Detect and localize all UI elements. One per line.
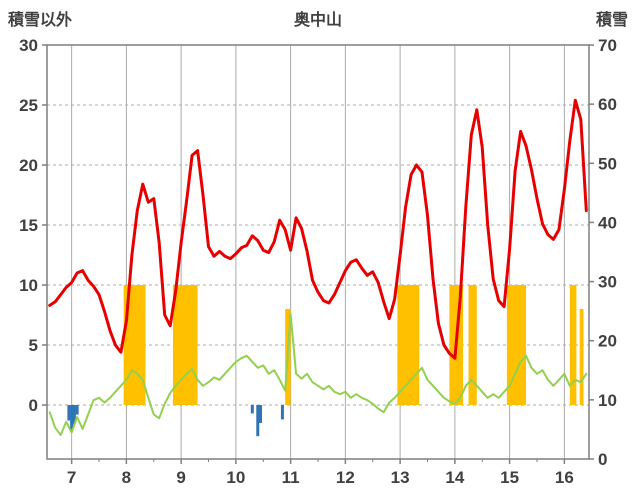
x-axis-tick-label: 9 [176, 468, 185, 487]
x-axis-tick-label: 11 [282, 468, 300, 487]
sunshine-bars [569, 285, 577, 405]
precipitation-bars [70, 405, 74, 431]
right-axis-tick-label: 20 [598, 332, 617, 351]
right-axis-title: 積雪 [595, 12, 628, 29]
precipitation-bars [67, 405, 71, 421]
x-axis-tick-label: 16 [555, 468, 574, 487]
precipitation-bars [280, 405, 284, 420]
x-axis-tick-label: 15 [500, 468, 519, 487]
precipitation-bars [72, 405, 76, 425]
x-axis-tick-label: 14 [445, 468, 464, 487]
page-title: 奥中山 [293, 12, 343, 29]
precipitation-bars [250, 405, 254, 414]
x-axis-tick-label: 7 [67, 468, 76, 487]
right-axis-tick-label: 70 [598, 36, 617, 55]
right-axis-tick-label: 10 [598, 391, 617, 410]
wind-line [48, 312, 588, 436]
right-axis-tick-label: 30 [598, 273, 617, 292]
left-axis-title: 積雪以外 [8, 12, 73, 29]
left-axis-tick-label: 25 [19, 96, 38, 115]
right-axis-tick-label: 50 [598, 154, 617, 173]
x-axis-tick-label: 12 [336, 468, 355, 487]
precipitation-bars [259, 405, 263, 423]
left-axis-tick-label: 30 [19, 36, 38, 55]
left-axis-tick-label: 5 [29, 336, 38, 355]
left-axis-tick-label: 20 [19, 156, 38, 175]
sunshine-bars [172, 285, 198, 405]
x-axis-tick-label: 13 [391, 468, 410, 487]
sunshine-bars [397, 285, 420, 405]
x-axis-tick-label: 10 [226, 468, 245, 487]
left-axis-tick-label: 15 [19, 216, 38, 235]
left-axis-tick-label: 0 [29, 396, 38, 415]
right-axis-tick-label: 60 [598, 95, 617, 114]
precipitation-bars [75, 405, 79, 415]
temperature-line [48, 98, 588, 360]
sunshine-bars [579, 309, 584, 405]
precipitation-bars [256, 405, 260, 437]
right-axis-tick-label: 0 [598, 450, 607, 469]
right-axis-tick-label: 40 [598, 213, 617, 232]
x-axis-tick-label: 8 [122, 468, 131, 487]
left-axis-tick-label: 10 [19, 276, 38, 295]
sunshine-bars [506, 285, 527, 405]
sunshine-bars [468, 285, 477, 405]
